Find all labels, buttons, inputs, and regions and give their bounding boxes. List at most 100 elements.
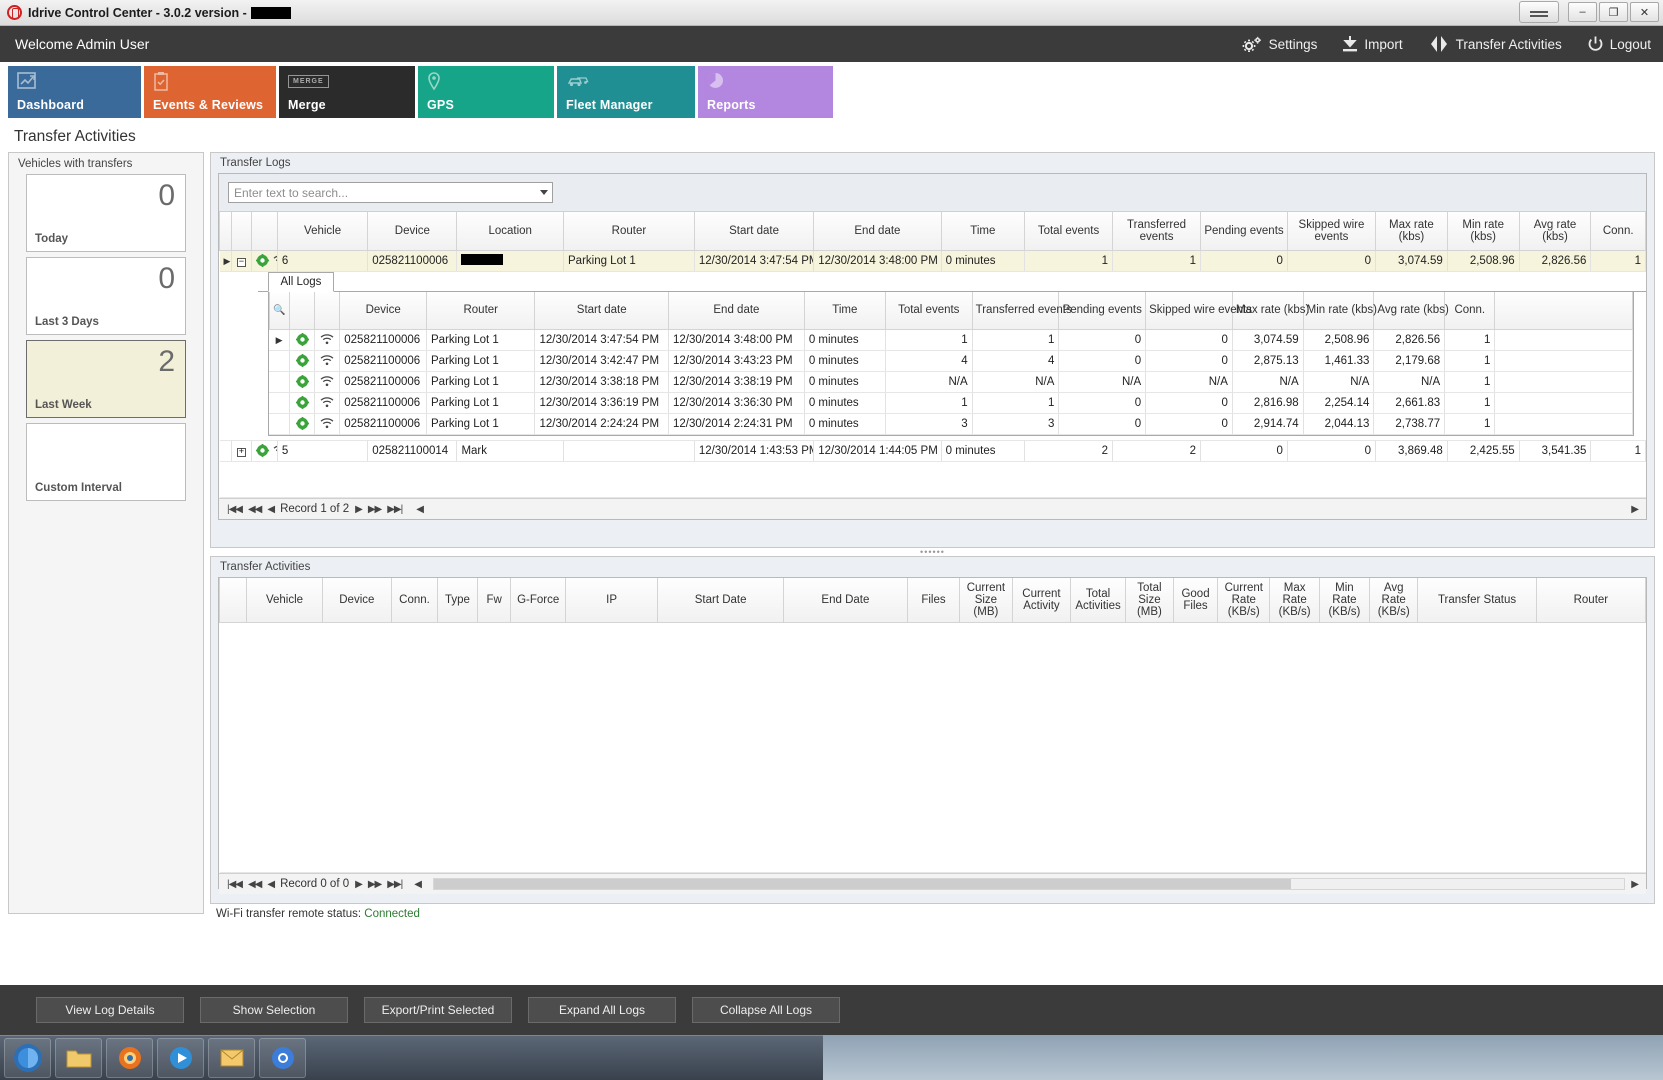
kpi-card-today[interactable]: 0 Today bbox=[26, 174, 186, 252]
detail-table-row[interactable]: ▶ 025821100006 Parking Lot 1 12/30/2014 3:4… bbox=[269, 329, 1633, 351]
th-ta-gforce[interactable]: G-Force bbox=[510, 578, 566, 623]
firefox-icon[interactable] bbox=[106, 1038, 153, 1078]
th-ta-start-date[interactable]: Start Date bbox=[657, 578, 785, 623]
pager-first-button[interactable]: |◀◀ bbox=[227, 503, 243, 515]
nav-tile-gps[interactable]: GPS bbox=[418, 66, 554, 118]
th-ta-conn[interactable]: Conn. bbox=[390, 578, 439, 623]
th-detail-avg-rate[interactable]: Avg rate (kbs) bbox=[1373, 291, 1449, 330]
collapse-all-logs-button[interactable]: Collapse All Logs bbox=[692, 997, 840, 1023]
th-detail-time[interactable]: Time bbox=[803, 291, 886, 330]
th-ta-device[interactable]: Device bbox=[321, 578, 392, 623]
th-vehicle[interactable]: Vehicle bbox=[276, 212, 369, 251]
th-ta-max-rate[interactable]: Max Rate (KB/s) bbox=[1269, 578, 1320, 623]
header-logout-button[interactable]: Logout bbox=[1588, 36, 1651, 52]
chevron-down-icon[interactable] bbox=[540, 190, 548, 195]
table-row[interactable]: + 5 025821100014 Mark 12/30/2014 1:43:53… bbox=[219, 440, 1646, 462]
search-input[interactable]: Enter text to search... bbox=[228, 182, 553, 203]
maximize-button[interactable]: ❐ bbox=[1599, 2, 1628, 22]
ta-pager-next-page-button[interactable]: ▶▶ bbox=[367, 878, 382, 890]
nav-tile-fleet-manager[interactable]: Fleet Manager bbox=[557, 66, 695, 118]
th-router[interactable]: Router bbox=[563, 212, 695, 251]
pager-scroll-right[interactable]: ▶ bbox=[1631, 503, 1639, 515]
row-expander-button[interactable]: + bbox=[231, 440, 253, 462]
th-end-date[interactable]: End date bbox=[813, 212, 942, 251]
th-ta-ip[interactable]: IP bbox=[564, 578, 659, 623]
th-ta-type[interactable]: Type bbox=[437, 578, 478, 623]
pager-last-button[interactable]: ▶▶| bbox=[387, 503, 403, 515]
th-detail-conn[interactable]: Conn. bbox=[1444, 291, 1496, 330]
th-detail-find-icon[interactable]: 🔍 bbox=[268, 291, 291, 330]
nav-tile-events-reviews[interactable]: Events & Reviews bbox=[144, 66, 276, 118]
th-ta-total-activities[interactable]: Total Activities bbox=[1070, 578, 1126, 623]
th-detail-skipped-wire-events[interactable]: Skipped wire events bbox=[1145, 291, 1252, 330]
ta-scroll-left-button[interactable]: ◀ bbox=[414, 878, 422, 890]
nav-tile-merge[interactable]: MERGE Merge bbox=[279, 66, 415, 118]
th-ta-fw[interactable]: Fw bbox=[476, 578, 512, 623]
ta-pager-first-button[interactable]: |◀◀ bbox=[227, 878, 243, 890]
media-icon[interactable] bbox=[157, 1038, 204, 1078]
th-detail-router[interactable]: Router bbox=[426, 291, 536, 330]
pager-scroll-left[interactable]: ◀ bbox=[416, 503, 424, 515]
header-import-button[interactable]: Import bbox=[1343, 36, 1403, 52]
th-pending-events[interactable]: Pending events bbox=[1200, 212, 1288, 251]
th-min-rate[interactable]: Min rate (kbs) bbox=[1446, 212, 1520, 251]
th-detail-pending-events[interactable]: Pending events bbox=[1058, 291, 1147, 330]
restore-pill-button[interactable] bbox=[1519, 1, 1559, 23]
th-start-date[interactable]: Start date bbox=[693, 212, 815, 251]
ta-pager-last-button[interactable]: ▶▶| bbox=[387, 878, 403, 890]
chrome-icon[interactable] bbox=[259, 1038, 306, 1078]
th-ta-transfer-status[interactable]: Transfer Status bbox=[1417, 578, 1537, 623]
th-detail-max-rate[interactable]: Max rate (kbs) bbox=[1231, 291, 1309, 330]
detail-table-row[interactable]: 025821100006 Parking Lot 1 12/30/2014 3:36… bbox=[269, 392, 1633, 414]
th-max-rate[interactable]: Max rate (kbs) bbox=[1374, 212, 1448, 251]
header-settings-button[interactable]: Settings bbox=[1242, 36, 1317, 53]
th-ta-current-size[interactable]: Current Size (MB) bbox=[959, 578, 1013, 623]
pager-next-button[interactable]: ▶ bbox=[355, 503, 363, 515]
th-ta-avg-rate[interactable]: Avg Rate (KB/s) bbox=[1369, 578, 1419, 623]
detail-table-row[interactable]: 025821100006 Parking Lot 1 12/30/2014 3:42… bbox=[269, 350, 1633, 372]
th-ta-current-rate[interactable]: Current Rate (KB/s) bbox=[1217, 578, 1271, 623]
th-total-events[interactable]: Total events bbox=[1024, 212, 1114, 251]
pager-next-page-button[interactable]: ▶▶ bbox=[367, 503, 382, 515]
th-ta-files[interactable]: Files bbox=[906, 578, 961, 623]
nav-tile-reports[interactable]: Reports bbox=[698, 66, 833, 118]
detail-table-row[interactable]: 025821100006 Parking Lot 1 12/30/2014 3:38… bbox=[269, 371, 1633, 393]
th-ta-min-rate[interactable]: Min Rate (KB/s) bbox=[1318, 578, 1371, 623]
ta-pager-prev-button[interactable]: ◀ bbox=[267, 878, 275, 890]
explorer-icon[interactable] bbox=[55, 1038, 102, 1078]
th-detail-end-date[interactable]: End date bbox=[668, 291, 805, 330]
header-transfer-activities-button[interactable]: Transfer Activities bbox=[1429, 36, 1562, 52]
th-ta-router[interactable]: Router bbox=[1535, 578, 1647, 623]
show-selection-button[interactable]: Show Selection bbox=[200, 997, 348, 1023]
ta-scroll-right-button[interactable]: ▶ bbox=[1631, 878, 1639, 890]
th-detail-start-date[interactable]: Start date bbox=[534, 291, 669, 330]
detail-table-row[interactable]: 025821100006 Parking Lot 1 12/30/2014 2:24… bbox=[269, 413, 1633, 435]
pager-prev-button[interactable]: ◀ bbox=[267, 503, 275, 515]
th-device[interactable]: Device bbox=[367, 212, 458, 251]
row-expander-button[interactable]: − bbox=[231, 250, 253, 272]
kpi-card-last-week[interactable]: 2 Last Week bbox=[26, 340, 186, 418]
start-orb-icon[interactable] bbox=[4, 1038, 51, 1078]
pager-prev-page-button[interactable]: ◀◀ bbox=[247, 503, 262, 515]
th-detail-min-rate[interactable]: Min rate (kbs) bbox=[1302, 291, 1377, 330]
tab-all-logs[interactable]: All Logs bbox=[267, 271, 335, 292]
view-log-details-button[interactable]: View Log Details bbox=[36, 997, 184, 1023]
th-ta-total-size[interactable]: Total Size (MB) bbox=[1124, 578, 1175, 623]
minimize-button[interactable]: – bbox=[1568, 2, 1597, 22]
ta-pager-next-button[interactable]: ▶ bbox=[355, 878, 363, 890]
th-conn[interactable]: Conn. bbox=[1590, 212, 1646, 251]
expand-all-logs-button[interactable]: Expand All Logs bbox=[528, 997, 676, 1023]
kpi-card-custom-interval[interactable]: Custom Interval bbox=[26, 423, 186, 501]
th-ta-good-files[interactable]: Good Files bbox=[1173, 578, 1219, 623]
th-time[interactable]: Time bbox=[940, 212, 1026, 251]
th-skipped-wire-events[interactable]: Skipped wire events bbox=[1286, 212, 1376, 251]
kpi-card-last-3-days[interactable]: 0 Last 3 Days bbox=[26, 257, 186, 335]
th-location[interactable]: Location bbox=[456, 212, 564, 251]
th-ta-end-date[interactable]: End Date bbox=[783, 578, 908, 623]
th-detail-total-events[interactable]: Total events bbox=[884, 291, 973, 330]
th-ta-current-activity[interactable]: Current Activity bbox=[1011, 578, 1072, 623]
th-transferred-events[interactable]: Transferred events bbox=[1112, 212, 1202, 251]
panel-splitter[interactable]: •••••• bbox=[920, 547, 945, 557]
ta-pager-prev-page-button[interactable]: ◀◀ bbox=[247, 878, 262, 890]
scrollbar-thumb[interactable] bbox=[433, 879, 1291, 889]
